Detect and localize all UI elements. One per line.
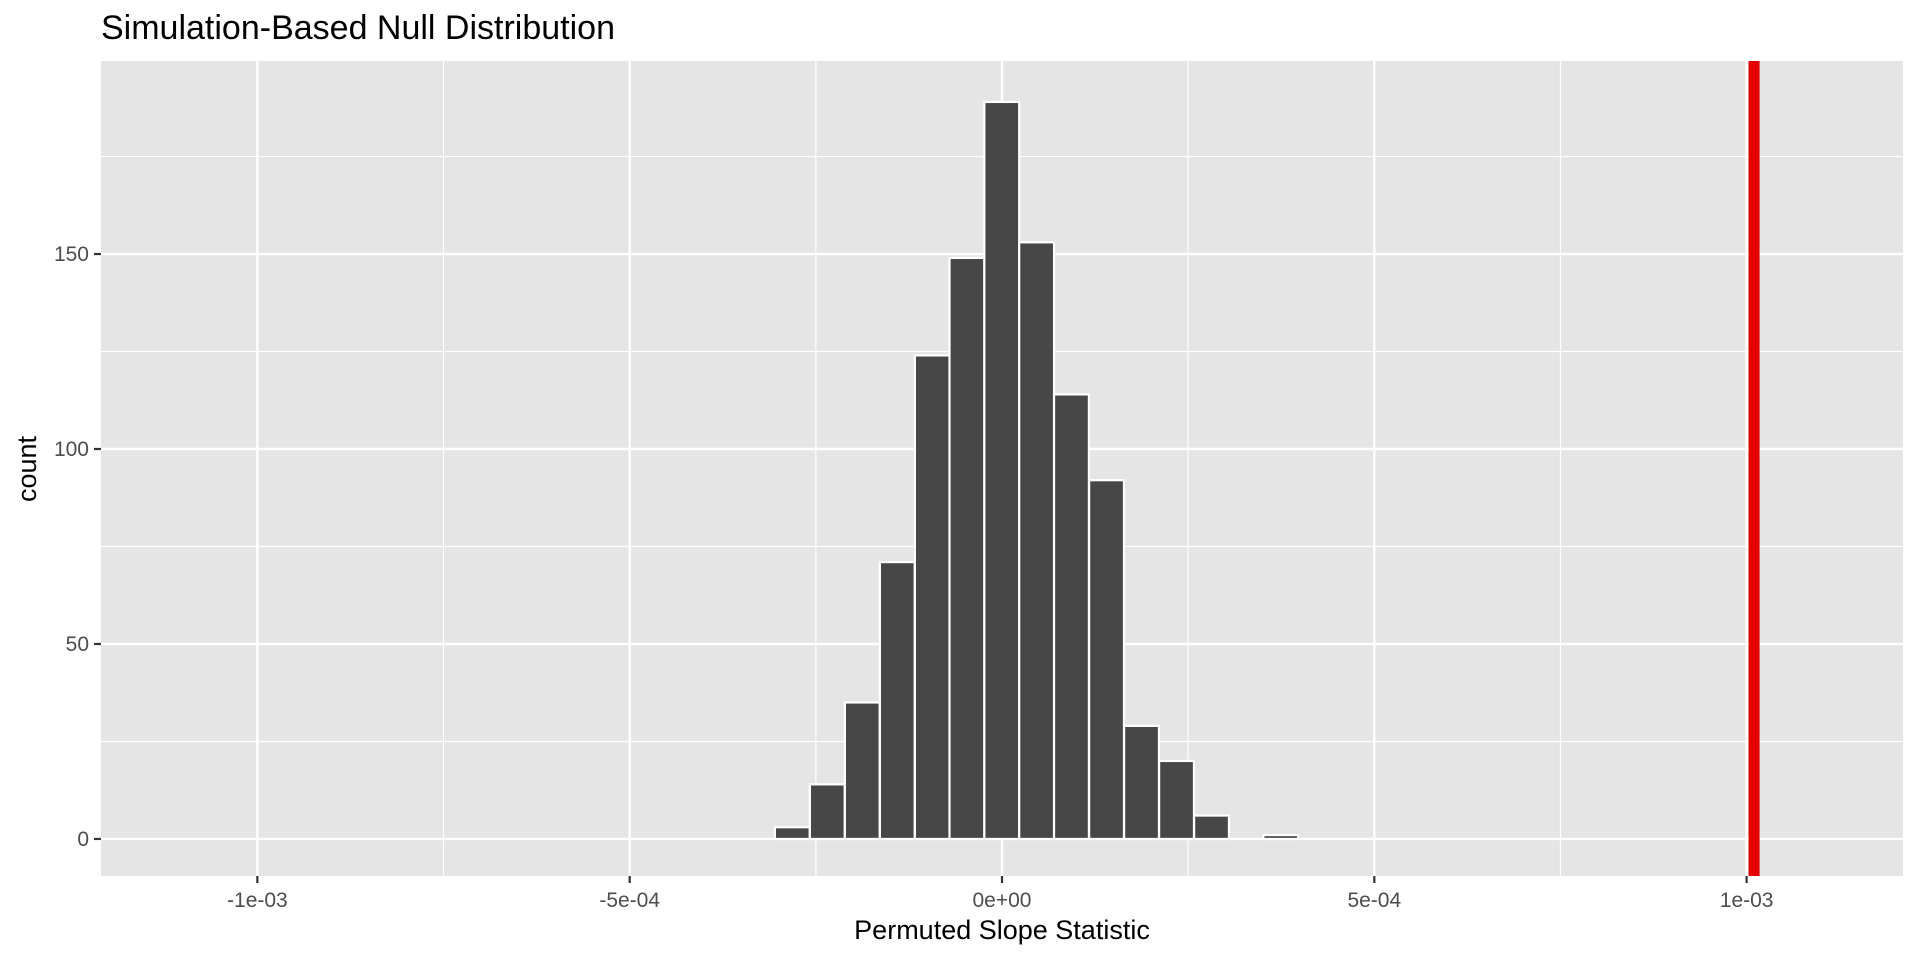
x-tick-label: -1e-03 — [227, 889, 288, 912]
y-tick-label: 100 — [54, 438, 89, 461]
histogram-bar — [1123, 724, 1161, 841]
x-tick-label: -5e-04 — [599, 889, 660, 912]
x-tick-label: 1e-03 — [1720, 889, 1774, 912]
x-axis: -1e-03 -5e-04 0e+00 5e-04 1e-03 — [227, 876, 1773, 912]
histogram-bar — [1262, 833, 1300, 841]
histogram-bars — [773, 100, 1300, 841]
histogram-bar — [1193, 814, 1231, 841]
histogram-bar — [913, 354, 951, 841]
histogram-bar — [1052, 393, 1090, 841]
histogram-bar — [878, 560, 916, 841]
y-tick-label: 50 — [66, 633, 89, 656]
histogram-bar — [808, 783, 846, 841]
histogram-bar — [843, 701, 881, 841]
x-tick-label: 0e+00 — [973, 889, 1032, 912]
x-tick-label: 5e-04 — [1347, 889, 1401, 912]
y-tick-label: 150 — [54, 243, 89, 266]
histogram-bar — [773, 826, 811, 841]
histogram-bar — [948, 256, 986, 841]
y-tick-label: 0 — [77, 828, 89, 851]
histogram-bar — [983, 100, 1021, 841]
histogram-bar — [1018, 241, 1056, 841]
y-axis: 0 50 100 150 — [54, 243, 101, 851]
x-axis-title: Permuted Slope Statistic — [854, 915, 1150, 945]
y-axis-title: count — [12, 435, 42, 502]
chart-title: Simulation-Based Null Distribution — [101, 9, 615, 47]
histogram-bar — [1158, 759, 1196, 841]
histogram-bar — [1088, 479, 1126, 841]
